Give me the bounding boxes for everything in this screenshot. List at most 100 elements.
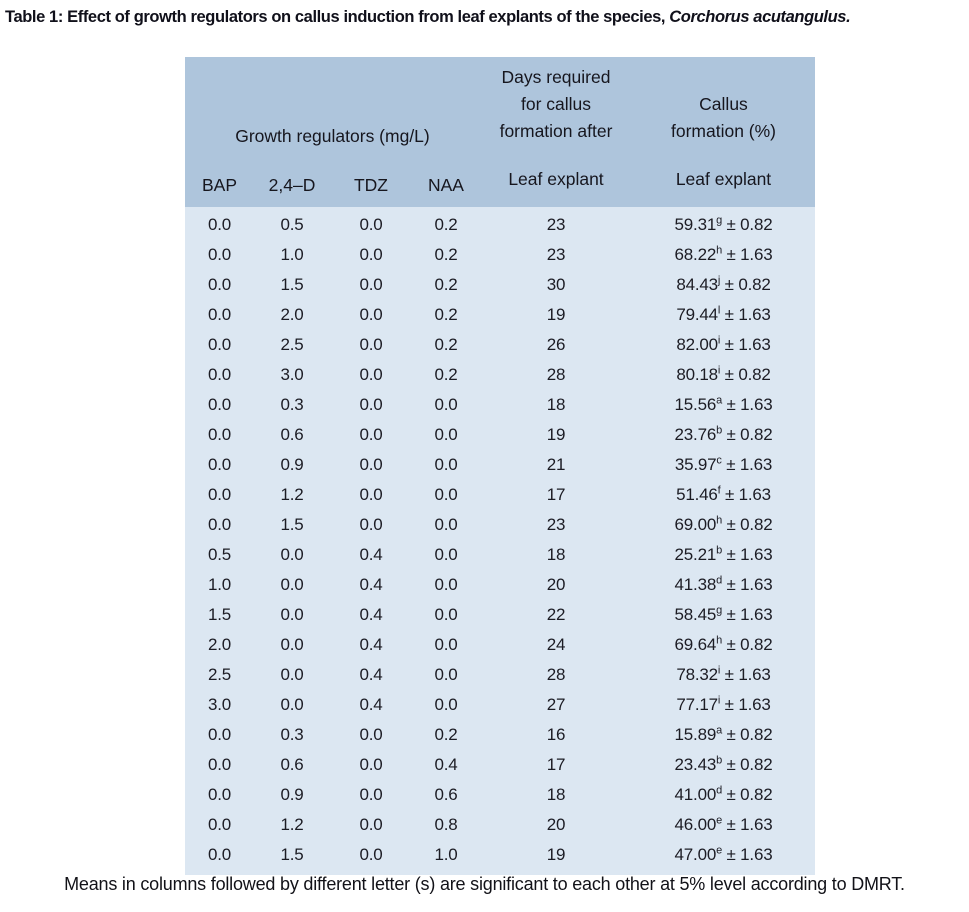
cell-tdz: 0.0: [359, 305, 383, 324]
cell-callus-formation: 15.56a ± 1.63: [674, 394, 773, 414]
cell-days: 27: [546, 695, 566, 714]
cell-callus-formation: 41.38d ± 1.63: [674, 574, 773, 594]
dmrt-letter: h: [716, 634, 722, 647]
cell-naa: 0.6: [434, 785, 458, 804]
cell-callus-formation: 80.18i ± 0.82: [676, 364, 771, 384]
cell-callus-formation: 82.00i ± 1.63: [676, 334, 771, 354]
callus-formation-header-line2: formation (%): [670, 121, 777, 141]
table-row: 1.0 0.0 0.4 0.0 20 41.38d ± 1.63: [185, 570, 815, 600]
cell-callus-formation: 15.89a ± 0.82: [674, 724, 773, 744]
dmrt-letter: h: [716, 514, 722, 527]
cell-days: 28: [546, 665, 566, 684]
dmrt-letter: d: [716, 574, 722, 587]
cell-24d: 0.0: [280, 605, 304, 624]
cell-bap: 0.0: [207, 515, 232, 534]
cell-24d: 0.6: [280, 425, 304, 444]
cell-bap: 0.0: [207, 335, 232, 354]
cell-bap: 0.0: [207, 395, 232, 414]
cell-tdz: 0.0: [359, 515, 383, 534]
cell-tdz: 0.0: [359, 335, 383, 354]
dmrt-letter: l: [717, 304, 721, 317]
table-row: 0.0 1.2 0.0 0.0 17 51.46f ± 1.63: [185, 480, 815, 510]
table-row: 0.0 0.6 0.0 0.0 19 23.76b ± 0.82: [185, 420, 815, 450]
table-row: 3.0 0.0 0.4 0.0 27 77.17i ± 1.63: [185, 690, 815, 720]
cell-naa: 0.2: [434, 275, 458, 294]
cell-days: 19: [546, 845, 566, 864]
table-row: 0.0 1.2 0.0 0.8 20 46.00e ± 1.63: [185, 810, 815, 840]
dmrt-letter: b: [716, 424, 722, 437]
cell-24d: 1.2: [280, 485, 304, 504]
cell-naa: 0.2: [434, 215, 458, 234]
dmrt-letter: i: [717, 664, 721, 677]
cell-naa: 0.8: [434, 815, 458, 834]
cell-callus-formation: 78.32i ± 1.63: [676, 664, 771, 684]
cell-days: 19: [546, 305, 566, 324]
cell-naa: 0.2: [434, 305, 458, 324]
dmrt-letter: j: [717, 274, 721, 287]
cell-bap: 2.0: [207, 635, 232, 654]
cell-tdz: 0.0: [359, 845, 383, 864]
cell-naa: 0.0: [434, 605, 458, 624]
cell-bap: 2.5: [207, 665, 232, 684]
column-header-days-leaf-explant: Leaf explant: [508, 169, 604, 189]
cell-tdz: 0.0: [359, 275, 383, 294]
dmrt-letter: i: [717, 694, 721, 707]
table-row: 2.0 0.0 0.4 0.0 24 69.64h ± 0.82: [185, 630, 815, 660]
caption-text: Effect of growth regulators on callus in…: [62, 8, 670, 26]
cell-naa: 0.0: [434, 545, 458, 564]
cell-24d: 1.0: [280, 245, 304, 264]
dmrt-letter: i: [717, 334, 721, 347]
cell-callus-formation: 68.22h ± 1.63: [674, 244, 773, 264]
cell-24d: 0.3: [280, 725, 304, 744]
cell-tdz: 0.0: [359, 455, 383, 474]
cell-tdz: 0.0: [359, 365, 383, 384]
table-row: 0.0 1.5 0.0 0.2 30 84.43j ± 0.82: [185, 270, 815, 300]
dmrt-letter: e: [716, 814, 722, 827]
cell-naa: 0.0: [434, 695, 458, 714]
cell-callus-formation: 25.21b ± 1.63: [674, 544, 773, 564]
callus-formation-header: Callus formation (%): [632, 57, 815, 153]
cell-naa: 0.0: [434, 425, 458, 444]
cell-days: 30: [546, 275, 566, 294]
cell-bap: 1.0: [207, 575, 232, 594]
table-header-sub-row: BAP 2,4–D TDZ NAA Leaf explant Leaf expl…: [185, 153, 815, 207]
cell-naa: 0.0: [434, 665, 458, 684]
callus-formation-header-line1: Callus: [699, 94, 748, 114]
dmrt-letter: a: [716, 724, 722, 737]
cell-tdz: 0.4: [359, 665, 383, 684]
cell-naa: 0.2: [434, 335, 458, 354]
cell-tdz: 0.0: [359, 755, 383, 774]
cell-callus-formation: 84.43j ± 0.82: [676, 274, 771, 294]
cell-bap: 0.0: [207, 725, 232, 744]
cell-naa: 0.0: [434, 515, 458, 534]
cell-tdz: 0.4: [359, 575, 383, 594]
cell-24d: 1.5: [280, 845, 304, 864]
cell-callus-formation: 46.00e ± 1.63: [674, 814, 773, 834]
cell-naa: 1.0: [434, 845, 458, 864]
data-table: Growth regulators (mg/L) Days required f…: [185, 57, 815, 875]
cell-24d: 0.9: [280, 785, 304, 804]
cell-tdz: 0.0: [359, 485, 383, 504]
cell-naa: 0.0: [434, 395, 458, 414]
dmrt-letter: f: [717, 484, 721, 497]
cell-days: 26: [546, 335, 566, 354]
cell-tdz: 0.0: [359, 425, 383, 444]
table-row: 0.0 1.5 0.0 1.0 19 47.00e ± 1.63: [185, 840, 815, 870]
dmrt-letter: i: [717, 364, 721, 377]
cell-days: 22: [546, 605, 566, 624]
cell-24d: 0.0: [280, 665, 304, 684]
cell-bap: 0.0: [207, 365, 232, 384]
cell-callus-formation: 79.44l ± 1.63: [676, 304, 771, 324]
cell-bap: 0.0: [207, 485, 232, 504]
table-row: 0.0 0.9 0.0 0.6 18 41.00d ± 0.82: [185, 780, 815, 810]
cell-tdz: 0.0: [359, 815, 383, 834]
cell-naa: 0.0: [434, 635, 458, 654]
cell-naa: 0.4: [434, 755, 458, 774]
cell-tdz: 0.4: [359, 545, 383, 564]
dmrt-letter: g: [716, 604, 722, 617]
cell-days: 16: [546, 725, 566, 744]
cell-bap: 0.0: [207, 275, 232, 294]
cell-tdz: 0.0: [359, 725, 383, 744]
cell-bap: 0.0: [207, 845, 232, 864]
cell-callus-formation: 69.64h ± 0.82: [674, 634, 773, 654]
